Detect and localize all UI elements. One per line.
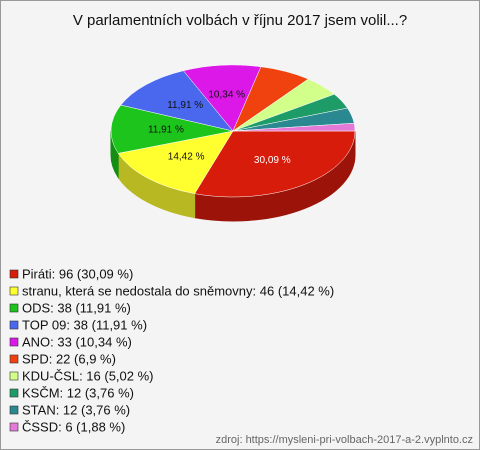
legend-label: ODS: 38 (11,91 %) [22, 300, 131, 315]
data-label: 30,09 % [254, 155, 291, 166]
pie-slice [194, 130, 356, 198]
chart-title: V parlamentních volbách v říjnu 2017 jse… [73, 12, 407, 29]
legend-label: KDU-ČSL: 16 (5,02 %) [22, 368, 154, 383]
legend-swatch [9, 405, 19, 415]
legend-swatch [9, 354, 19, 364]
legend-label: ANO: 33 (10,34 %) [22, 334, 132, 349]
legend-swatch [9, 303, 19, 313]
legend-swatch [9, 422, 19, 432]
source-note: zdroj: https://mysleni-pri-volbach-2017-… [216, 434, 473, 446]
pie-slice [110, 104, 234, 154]
legend-label: STAN: 12 (3,76 %) [22, 402, 130, 417]
legend-swatch [9, 320, 19, 330]
pie-slice [117, 130, 234, 194]
legend-label: ČSSD: 6 (1,88 %) [22, 419, 125, 434]
legend-label: stranu, která se nedostala do sněmovny: … [22, 283, 334, 298]
pie-slice [182, 64, 262, 132]
legend-label: TOP 09: 38 (11,91 %) [22, 317, 147, 332]
legend-swatch [9, 337, 19, 347]
legend-label: SPD: 22 (6,9 %) [22, 351, 116, 366]
pie-slice [232, 122, 356, 132]
data-label: 10,34 % [208, 90, 245, 101]
data-label: 11,91 % [167, 100, 203, 111]
legend-label: KSČM: 12 (3,76 %) [22, 385, 134, 400]
legend-swatch [9, 286, 19, 296]
data-label: 11,91 % [148, 125, 184, 136]
data-label: 14,42 % [168, 152, 205, 163]
pie-slice [120, 70, 234, 132]
legend-swatch [9, 388, 19, 398]
legend-swatch [9, 371, 19, 381]
legend-label: Piráti: 96 (30,09 %) [22, 266, 133, 281]
legend-swatch [9, 269, 19, 279]
